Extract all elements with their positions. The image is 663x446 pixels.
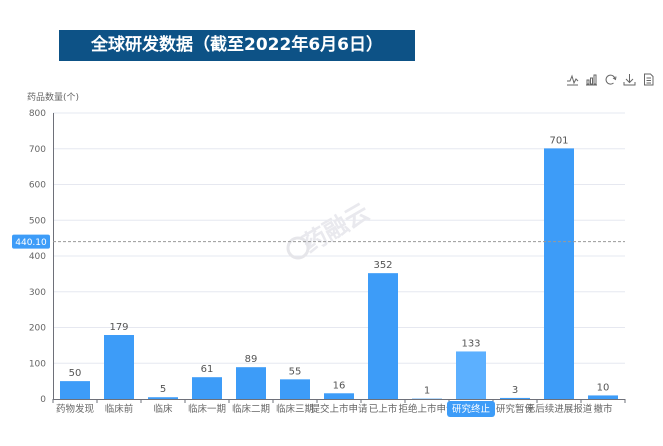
x-tick-label: 撤市 bbox=[593, 403, 613, 415]
bar-value-label: 352 bbox=[373, 260, 392, 271]
y-tick-label: 600 bbox=[29, 181, 46, 191]
y-tick-label: 100 bbox=[29, 359, 46, 369]
bar-value-label: 3 bbox=[512, 385, 518, 396]
bar-value-label: 179 bbox=[109, 322, 128, 333]
line-chart-icon[interactable] bbox=[566, 71, 579, 86]
chart-toolbar bbox=[566, 71, 655, 86]
x-tick-label: 临床 bbox=[153, 403, 173, 415]
bar-10[interactable] bbox=[500, 397, 530, 399]
x-tick-label: 临床前 bbox=[105, 403, 134, 415]
bar-value-label: 5 bbox=[160, 384, 166, 395]
bar-value-label: 89 bbox=[245, 354, 258, 365]
x-tick-label: 已上市 bbox=[369, 403, 398, 415]
bar-value-label: 133 bbox=[461, 338, 480, 349]
x-tick-label: 临床一期 bbox=[188, 403, 226, 415]
x-tick-label: 提交上市申请 bbox=[310, 403, 368, 415]
x-tick-label: 无后续进展报道 bbox=[526, 403, 593, 415]
y-tick-label: 300 bbox=[29, 288, 46, 298]
y-tick-label: 700 bbox=[29, 145, 46, 155]
crosshair-value-label: 440.10 bbox=[15, 238, 47, 248]
y-tick-label: 0 bbox=[40, 395, 46, 405]
y-tick-label: 800 bbox=[29, 109, 46, 119]
x-tick-label: 临床二期 bbox=[232, 403, 270, 415]
y-axis-label: 药品数量(个) bbox=[27, 91, 79, 103]
x-label-highlight bbox=[447, 401, 495, 417]
crosshair-value-badge bbox=[12, 234, 50, 249]
x-tick-label: 临床三期 bbox=[276, 403, 314, 415]
bar-chart-icon[interactable] bbox=[585, 71, 598, 86]
bar-4[interactable] bbox=[236, 367, 266, 399]
restore-icon[interactable] bbox=[604, 71, 617, 85]
chart-title: 全球研发数据（截至2022年6月6日） bbox=[59, 30, 415, 61]
bar-value-label: 701 bbox=[549, 135, 568, 146]
bar-value-label: 16 bbox=[333, 380, 346, 391]
bar-0[interactable] bbox=[60, 381, 90, 399]
watermark-logo-icon bbox=[286, 236, 310, 260]
bar-value-label: 55 bbox=[289, 366, 302, 377]
bar-value-label: 1 bbox=[424, 386, 430, 397]
bar-5[interactable] bbox=[280, 379, 310, 399]
bar-9[interactable] bbox=[456, 351, 486, 399]
download-icon[interactable] bbox=[623, 71, 636, 86]
y-tick-label: 200 bbox=[29, 324, 46, 334]
bar-12[interactable] bbox=[588, 395, 618, 399]
y-tick-label: 400 bbox=[29, 252, 46, 262]
bar-6[interactable] bbox=[324, 393, 354, 399]
bar-3[interactable] bbox=[192, 377, 222, 399]
bar-11[interactable] bbox=[544, 148, 574, 399]
bar-7[interactable] bbox=[368, 273, 398, 399]
bar-value-label: 10 bbox=[597, 382, 610, 393]
x-tick-label: 研究终止 bbox=[452, 403, 491, 415]
data-view-icon[interactable] bbox=[642, 71, 655, 86]
bar-value-label: 50 bbox=[69, 368, 82, 379]
x-tick-label: 拒绝上市申请 bbox=[398, 403, 456, 415]
bar-value-label: 61 bbox=[201, 364, 214, 375]
x-tick-label: 药物发现 bbox=[56, 403, 95, 415]
bar-2[interactable] bbox=[148, 397, 178, 399]
x-tick-label: 研究暂停 bbox=[496, 403, 535, 415]
bar-1[interactable] bbox=[104, 335, 134, 399]
y-tick-label: 500 bbox=[29, 216, 46, 226]
